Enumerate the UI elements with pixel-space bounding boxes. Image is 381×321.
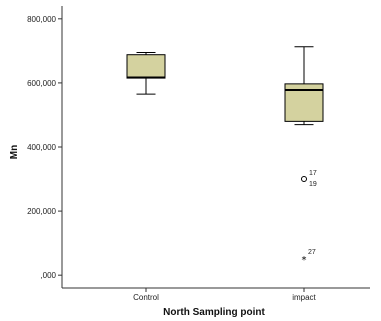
- y-axis: ,000 200,000 400,000 600,000 800,000: [27, 15, 62, 280]
- y-tick-label: ,000: [40, 271, 56, 280]
- y-axis-title: Mn: [9, 145, 20, 159]
- y-tick-label: 600,000: [27, 79, 56, 88]
- iqr-box: [126, 54, 166, 79]
- x-tick-label: Control: [133, 293, 159, 302]
- outlier-label: 17: [309, 170, 317, 177]
- outlier-star: *: [302, 255, 307, 266]
- outlier-label: 19: [309, 181, 317, 188]
- y-tick-label: 400,000: [27, 143, 56, 152]
- x-axis: Control impact: [133, 288, 317, 302]
- outlier-circle: [301, 176, 307, 183]
- plot-frame: [61, 6, 370, 289]
- y-tick-label: 200,000: [27, 207, 56, 216]
- box-group: 17 19 *27: [284, 46, 324, 266]
- boxes: 17 19 *27: [126, 46, 324, 266]
- x-axis-title: North Sampling point: [163, 307, 265, 318]
- outlier-label: 27: [308, 249, 316, 256]
- x-tick-label: impact: [292, 293, 316, 302]
- box-group: [126, 51, 166, 95]
- y-tick-label: 800,000: [27, 15, 56, 24]
